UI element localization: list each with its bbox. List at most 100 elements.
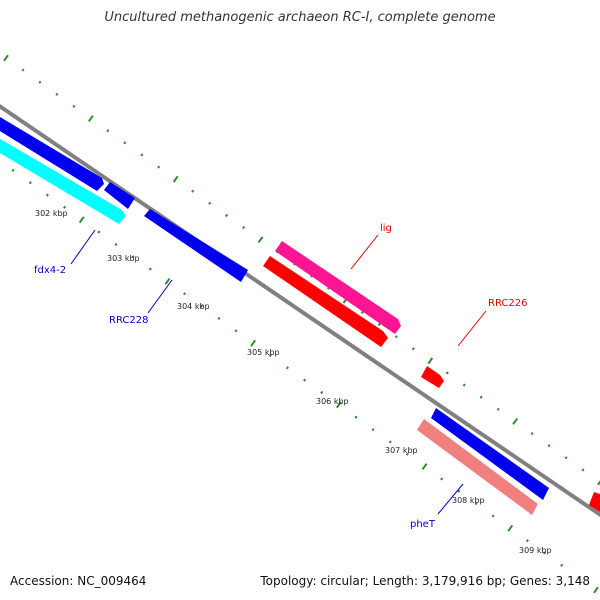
tick-label: 307 kbp: [385, 446, 418, 455]
minor-tick-mark: [577, 576, 581, 580]
minor-tick-mark: [45, 193, 49, 197]
tick-label: 306 kbp: [316, 397, 349, 406]
minor-tick-mark: [208, 201, 212, 205]
minor-tick-mark: [131, 255, 135, 259]
minor-tick-mark: [234, 329, 238, 333]
minor-tick-mark: [530, 432, 534, 436]
tick-label: 308 kbp: [452, 496, 485, 505]
minor-tick-mark: [140, 153, 144, 157]
leader-line: [147, 279, 173, 314]
minor-tick-mark: [157, 165, 161, 169]
minor-tick-mark: [106, 129, 110, 133]
minor-tick-mark: [371, 428, 375, 432]
major-tick-mark: [257, 236, 264, 244]
minor-tick-mark: [114, 242, 118, 246]
minor-tick-mark: [55, 92, 59, 96]
gene-labels: fdx4-2 RRC228 lig RRC226 pheT: [34, 223, 527, 530]
major-tick-mark: [597, 480, 600, 486]
minor-tick-mark: [581, 468, 585, 472]
minor-tick-mark: [445, 371, 449, 375]
gene-feature-blue-3[interactable]: [431, 408, 549, 500]
genome-summary-text: Topology: circular; Length: 3,179,916 bp…: [260, 574, 590, 588]
minor-tick-mark: [543, 551, 547, 555]
outer-tick-dots: [3, 54, 600, 486]
minor-tick-mark: [97, 230, 101, 234]
genome-backbone: [0, 103, 600, 518]
minor-tick-mark: [63, 205, 67, 209]
tick-label: 309 kbp: [519, 546, 552, 555]
major-tick-mark: [335, 401, 342, 409]
minor-tick-mark: [564, 456, 568, 460]
major-tick-mark: [164, 278, 171, 285]
minor-tick-mark: [525, 539, 529, 543]
gene-feature-blue-rrc228[interactable]: [144, 209, 248, 282]
gene-feature-red-1[interactable]: [263, 256, 388, 347]
major-tick-mark: [427, 357, 434, 365]
gene-feature-red-edge[interactable]: [589, 492, 600, 512]
major-tick-mark: [421, 463, 428, 470]
gene-label-phet[interactable]: pheT: [410, 519, 436, 530]
minor-tick-mark: [38, 80, 42, 84]
minor-tick-mark: [411, 347, 415, 351]
inner-tick-dots: [11, 168, 599, 594]
minor-tick-mark: [285, 366, 289, 370]
major-tick-mark: [87, 115, 94, 122]
leader-line: [70, 229, 96, 265]
minor-tick-mark: [457, 489, 461, 493]
major-tick-mark: [172, 175, 179, 183]
accession-text: Accession: NC_009464: [10, 574, 147, 588]
gene-feature-blue-2[interactable]: [104, 182, 135, 209]
minor-tick-mark: [547, 444, 551, 448]
major-tick-mark: [250, 339, 257, 347]
tick-labels: 302 kbp 303 kbp 304 kbp 305 kbp 306 kbp …: [35, 209, 552, 555]
minor-tick-mark: [394, 335, 398, 339]
minor-tick-mark: [440, 477, 444, 481]
gene-feature-red-rrc226[interactable]: [421, 366, 444, 388]
minor-tick-mark: [217, 316, 221, 320]
leader-line: [437, 483, 464, 515]
major-tick-mark: [78, 216, 85, 224]
minor-tick-mark: [560, 563, 564, 567]
minor-tick-mark: [148, 267, 152, 271]
minor-tick-mark: [479, 395, 483, 399]
major-tick-mark: [512, 418, 519, 425]
minor-tick-mark: [123, 141, 127, 145]
minor-tick-mark: [225, 213, 229, 218]
gene-label-rrc226[interactable]: RRC226: [488, 298, 527, 309]
minor-tick-mark: [303, 378, 307, 382]
minor-tick-mark: [242, 226, 246, 230]
minor-tick-mark: [496, 407, 500, 411]
minor-tick-mark: [462, 383, 466, 387]
gene-label-rrc228[interactable]: RRC228: [109, 315, 148, 326]
gene-features: [0, 114, 600, 515]
minor-tick-mark: [28, 181, 32, 185]
tick-label: 303 kbp: [107, 254, 140, 263]
minor-tick-mark: [268, 353, 272, 358]
tick-label: 302 kbp: [35, 209, 68, 218]
genome-map-title: Uncultured methanogenic archaeon RC-I, c…: [104, 10, 496, 25]
minor-tick-mark: [191, 189, 195, 193]
minor-tick-mark: [388, 440, 392, 444]
gene-feature-blue-1[interactable]: [0, 114, 104, 191]
minor-tick-mark: [21, 68, 25, 72]
major-tick-mark: [593, 586, 599, 594]
tick-label: 305 kbp: [247, 348, 280, 357]
minor-tick-mark: [491, 514, 495, 518]
leader-line: [457, 310, 487, 347]
minor-tick-mark: [200, 304, 204, 308]
minor-tick-mark: [405, 452, 409, 456]
major-tick-mark: [507, 524, 514, 532]
minor-tick-mark: [320, 390, 324, 395]
tick-label: 304 kbp: [177, 302, 210, 311]
minor-tick-mark: [354, 415, 358, 419]
minor-tick-mark: [11, 168, 15, 172]
gene-feature-magenta-lig[interactable]: [275, 241, 401, 334]
minor-tick-mark: [183, 292, 187, 296]
minor-tick-mark: [72, 104, 76, 108]
gene-feature-salmon-phet[interactable]: [417, 419, 538, 515]
gene-feature-cyan-fdx4-2[interactable]: [0, 136, 126, 224]
leader-line: [350, 234, 379, 270]
gene-label-lig[interactable]: lig: [380, 223, 392, 234]
gene-label-fdx4-2[interactable]: fdx4-2: [34, 265, 66, 276]
